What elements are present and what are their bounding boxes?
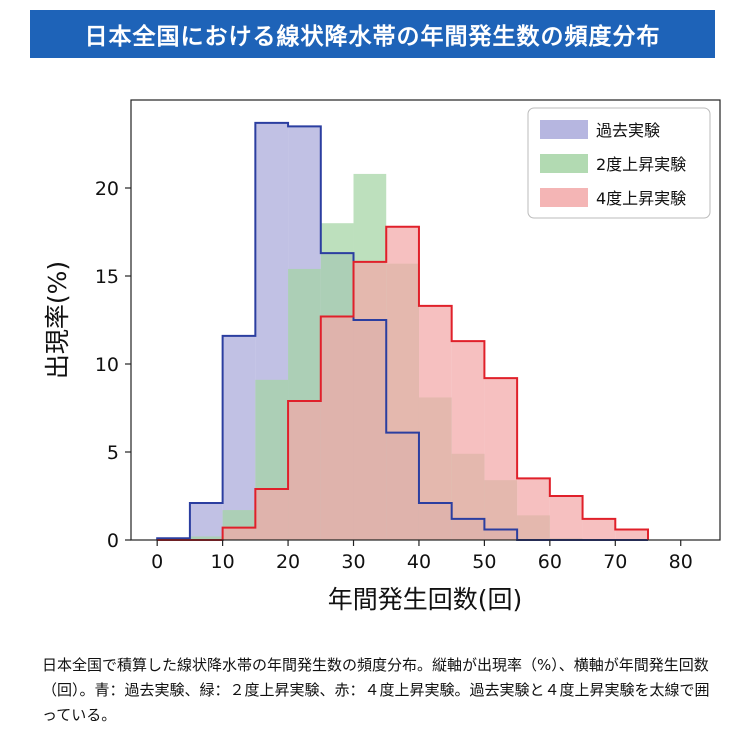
bar-s0-bin1 [189,503,223,540]
legend-swatch-0 [540,120,588,139]
figure-caption: 日本全国で積算した線状降水帯の年間発生数の頻度分布。縦軸が出現率（%）、横軸が年… [42,656,710,724]
bar-s2-bin6 [353,261,387,540]
bar-s2-bin7 [386,226,419,540]
legend-label-0: 過去実験 [596,121,660,140]
y-axis-label: 出現率(%) [43,261,72,379]
bar-s1-bin1 [189,536,223,540]
x-tick-label: 20 [276,551,300,573]
plot-frame [130,99,721,541]
bar-s2-bin14 [615,529,649,540]
bars-layer [157,122,649,541]
legend-label-1: 2度上昇実験 [596,155,686,174]
bar-s2-bin8 [418,305,452,540]
y-tick-label: 10 [95,354,119,376]
bar-s2-bin12 [549,496,583,540]
x-tick-label: 70 [603,551,627,573]
bar-s2-bin5 [320,316,354,540]
x-tick-label: 60 [538,551,562,573]
x-tick-label: 30 [341,551,365,573]
x-tick-label: 80 [669,551,693,573]
y-axis: 0 5 10 15 20 [95,178,131,552]
histogram-chart: 0 10 20 30 40 50 60 70 80 0 5 10 15 20 年間発生回数(回) 出現率… [43,99,721,614]
legend-swatch-1 [540,154,588,173]
y-tick-label: 5 [107,442,119,464]
bar-s2-bin9 [451,341,485,540]
chart-title-banner: 日本全国における線状降水帯の年間発生数の頻度分布 [30,10,715,58]
x-axis: 0 10 20 30 40 50 60 70 80 [151,540,693,573]
x-tick-label: 0 [151,551,163,573]
x-axis-label: 年間発生回数(回) [328,585,523,614]
bar-s2-bin4 [288,400,321,540]
y-tick-label: 0 [107,530,119,552]
bar-s2-bin10 [484,378,518,540]
legend: 過去実験 2度上昇実験 4度上昇実験 [527,107,711,219]
x-tick-label: 50 [472,551,496,573]
legend-label-2: 4度上昇実験 [596,189,686,208]
bar-s2-bin13 [582,518,616,540]
x-tick-label: 10 [211,551,235,573]
y-tick-label: 20 [95,178,119,200]
series-outline-0 [156,121,649,541]
outline-layer [156,121,650,541]
bar-s2-bin11 [517,478,550,540]
x-tick-label: 40 [407,551,431,573]
series-outline-2 [157,225,650,541]
bar-s2-bin3 [255,488,289,540]
legend-swatch-2 [540,188,588,207]
y-tick-label: 15 [95,266,119,288]
bar-s0-bin2 [222,335,256,540]
bar-s2-bin2 [222,527,256,540]
